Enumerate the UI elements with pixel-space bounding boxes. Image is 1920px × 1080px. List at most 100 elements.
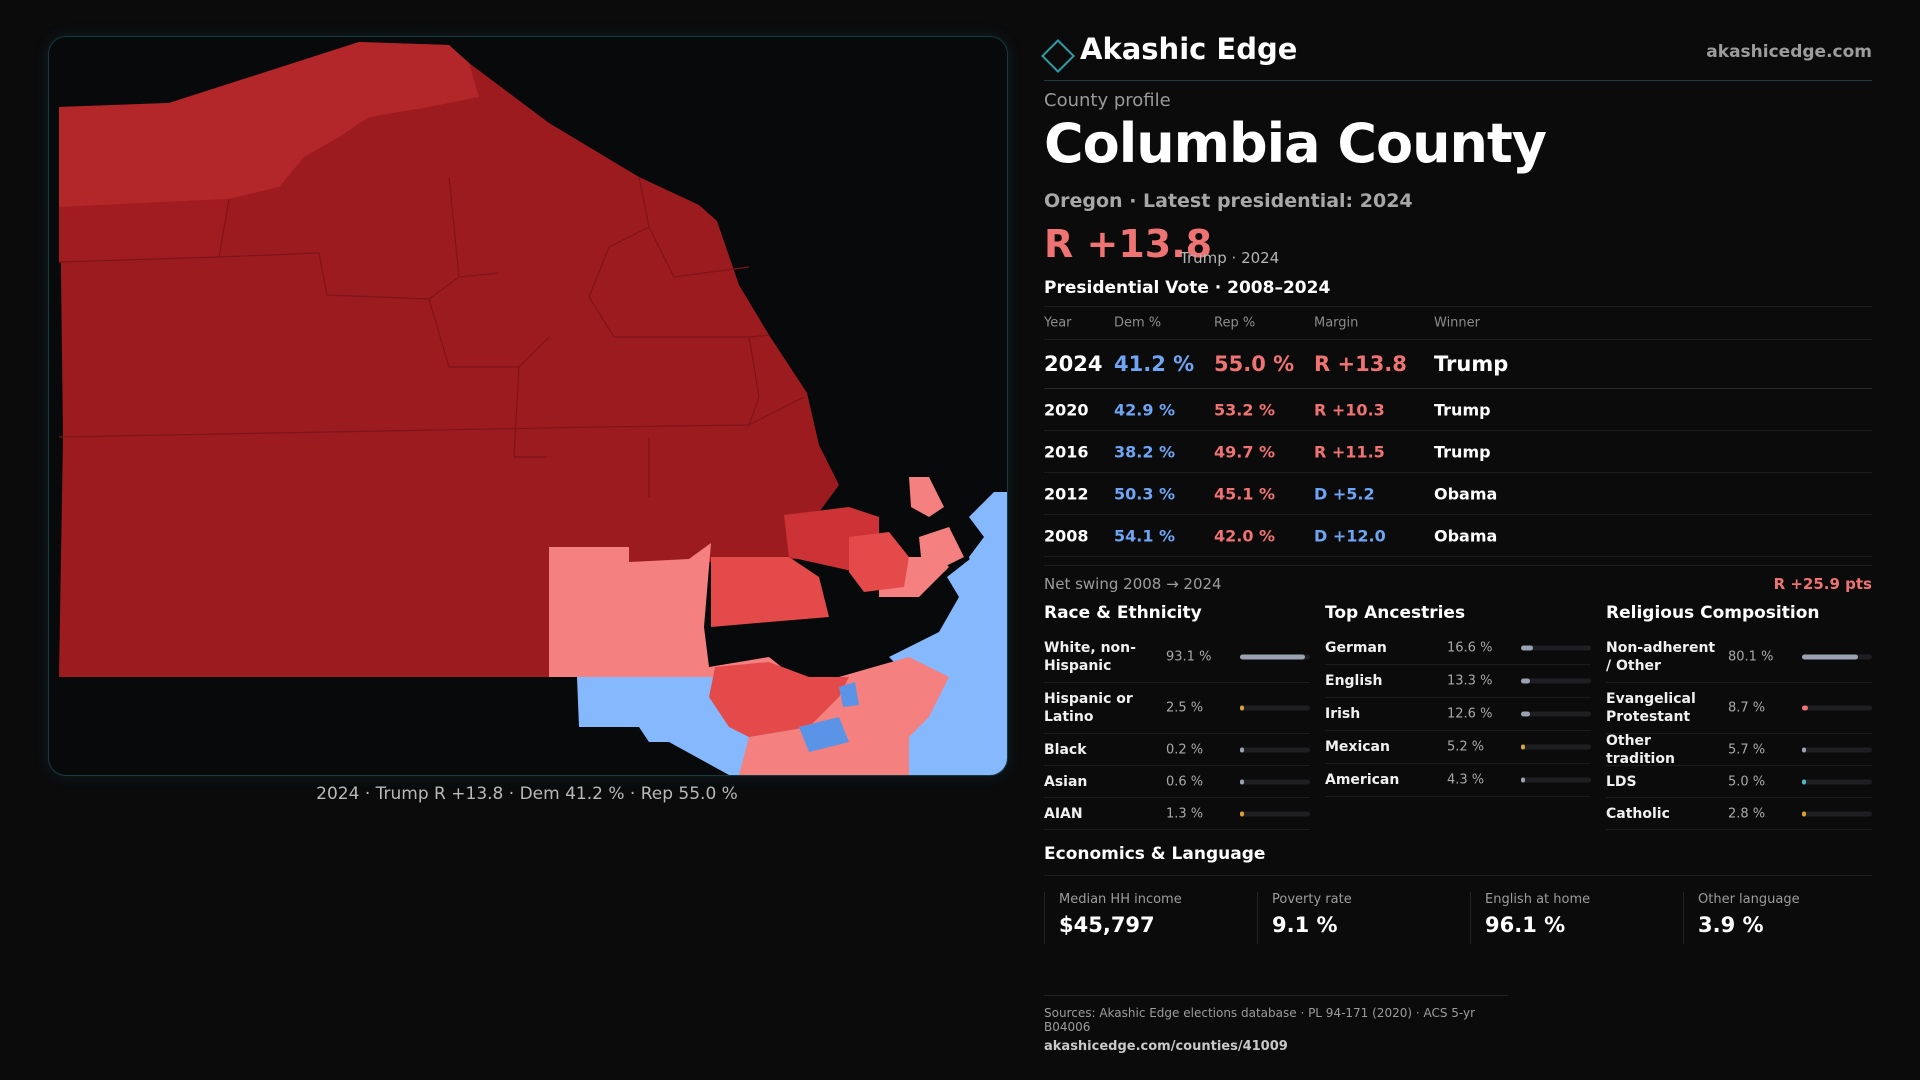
stat-name: English bbox=[1325, 673, 1383, 689]
stat-bar bbox=[1802, 705, 1872, 711]
stat-bar bbox=[1240, 811, 1310, 816]
stat-pct: 13.3 % bbox=[1447, 673, 1493, 689]
list-item: White, non-Hispanic 93.1 % bbox=[1044, 632, 1310, 683]
stat-name: Asian bbox=[1044, 773, 1088, 790]
map-region-east-red-1[interactable] bbox=[849, 532, 909, 592]
headline-margin: R +13.8 bbox=[1044, 222, 1213, 266]
list-item: German 16.6 % bbox=[1325, 632, 1591, 665]
list-item: American 4.3 % bbox=[1325, 764, 1591, 797]
map-region-dem-pocket-1[interactable] bbox=[799, 717, 849, 752]
map-region-north[interactable] bbox=[59, 42, 479, 207]
map-region-south-mid[interactable] bbox=[711, 557, 829, 627]
stat-name: Mexican bbox=[1325, 739, 1390, 755]
sources-footer: Sources: Akashic Edge elections database… bbox=[1044, 995, 1508, 1054]
row-rep: 45.1 % bbox=[1214, 484, 1276, 503]
stat-bar bbox=[1521, 711, 1591, 717]
net-swing-row: Net swing 2008 → 2024 R +25.9 pts bbox=[1044, 565, 1872, 602]
col-margin: Margin bbox=[1314, 315, 1359, 331]
stat-bar-fill bbox=[1240, 705, 1244, 711]
map-region-east-pink-2[interactable] bbox=[919, 527, 964, 567]
stat-name: Hispanic or Latino bbox=[1044, 691, 1133, 725]
map-region-southeast-pink[interactable] bbox=[739, 657, 949, 775]
list-item: Black 0.2 % bbox=[1044, 734, 1310, 766]
kpi-value: $45,797 bbox=[1059, 913, 1155, 937]
stat-bar bbox=[1240, 779, 1310, 784]
row-year: 2016 bbox=[1044, 442, 1089, 461]
stat-name: Catholic bbox=[1606, 805, 1670, 822]
kpi-other-language: Other language 3.9 % bbox=[1683, 892, 1800, 944]
religion-table: Non-adherent / Other 80.1 % Evangelical P… bbox=[1606, 632, 1872, 830]
stat-bar bbox=[1802, 811, 1872, 816]
stat-pct: 5.7 % bbox=[1728, 742, 1766, 757]
stat-bar-fill bbox=[1802, 654, 1858, 660]
row-dem: 42.9 % bbox=[1114, 400, 1176, 419]
map-region-southwest-light[interactable] bbox=[549, 543, 711, 627]
precinct-lines bbox=[58, 176, 805, 497]
stat-name: Non-adherent / Other bbox=[1606, 640, 1716, 674]
col-dem: Dem % bbox=[1114, 315, 1162, 331]
list-item: Asian 0.6 % bbox=[1044, 766, 1310, 798]
ancestry-section-title: Top Ancestries bbox=[1325, 603, 1466, 623]
map-region-south-red[interactable] bbox=[709, 662, 849, 737]
stat-bar bbox=[1521, 645, 1591, 651]
stat-pct: 0.2 % bbox=[1166, 742, 1204, 757]
map-region-west[interactable] bbox=[59, 199, 229, 262]
map-region-east-pink-1[interactable] bbox=[909, 477, 944, 517]
list-item: Mexican 5.2 % bbox=[1325, 731, 1591, 764]
stat-bar-fill bbox=[1240, 811, 1244, 816]
stat-pct: 16.6 % bbox=[1447, 640, 1493, 656]
list-item: Irish 12.6 % bbox=[1325, 698, 1591, 731]
stat-pct: 80.1 % bbox=[1728, 649, 1774, 665]
row-margin: R +11.5 bbox=[1314, 442, 1385, 461]
stat-bar-fill bbox=[1802, 779, 1806, 784]
map-region-dem-pocket-2[interactable] bbox=[839, 682, 859, 707]
brand-name[interactable]: Akashic Edge bbox=[1080, 32, 1298, 66]
row-dem: 41.2 % bbox=[1114, 352, 1195, 376]
stat-bar bbox=[1802, 747, 1872, 752]
stat-name: LDS bbox=[1606, 773, 1637, 790]
stat-pct: 1.3 % bbox=[1166, 806, 1204, 821]
row-year: 2008 bbox=[1044, 526, 1089, 545]
page-title: Columbia County bbox=[1044, 112, 1547, 175]
headline-winner: Trump · 2024 bbox=[1180, 249, 1280, 267]
table-row: 2012 50.3 % 45.1 % D +5.2 Obama bbox=[1044, 473, 1872, 515]
vote-section-title: Presidential Vote · 2008–2024 bbox=[1044, 278, 1331, 298]
col-rep: Rep % bbox=[1214, 315, 1256, 331]
sources-link[interactable]: akashicedge.com/counties/41009 bbox=[1044, 1039, 1288, 1054]
stat-bar-fill bbox=[1240, 779, 1244, 784]
stat-name: American bbox=[1325, 772, 1400, 788]
stat-bar-fill bbox=[1802, 705, 1808, 711]
kpi-label: Median HH income bbox=[1059, 892, 1182, 907]
kpi-poverty: Poverty rate 9.1 % bbox=[1257, 892, 1352, 944]
table-row: 2024 41.2 % 55.0 % R +13.8 Trump bbox=[1044, 340, 1872, 389]
col-year: Year bbox=[1044, 315, 1072, 331]
religion-section-title: Religious Composition bbox=[1606, 603, 1820, 623]
stat-name: Evangelical Protestant bbox=[1606, 691, 1696, 725]
row-year: 2020 bbox=[1044, 400, 1089, 419]
county-map[interactable] bbox=[48, 36, 1008, 776]
map-caption: 2024 · Trump R +13.8 · Dem 41.2 % · Rep … bbox=[316, 784, 738, 804]
map-region-dem-east[interactable] bbox=[969, 492, 1007, 597]
stat-bar bbox=[1240, 654, 1310, 660]
row-rep: 53.2 % bbox=[1214, 400, 1276, 419]
stat-bar-fill bbox=[1521, 711, 1530, 717]
list-item: LDS 5.0 % bbox=[1606, 766, 1872, 798]
stat-name: Other tradition bbox=[1606, 732, 1675, 767]
table-row: 2020 42.9 % 53.2 % R +10.3 Trump bbox=[1044, 389, 1872, 431]
list-item: Other tradition 5.7 % bbox=[1606, 732, 1872, 767]
row-rep: 49.7 % bbox=[1214, 442, 1276, 461]
kpi-label: English at home bbox=[1485, 892, 1591, 907]
kpi-income: Median HH income $45,797 bbox=[1044, 892, 1182, 944]
kpi-value: 96.1 % bbox=[1485, 913, 1566, 937]
stat-name: White, non-Hispanic bbox=[1044, 640, 1136, 674]
race-section-title: Race & Ethnicity bbox=[1044, 603, 1202, 623]
stat-bar bbox=[1240, 705, 1310, 711]
row-margin: D +5.2 bbox=[1314, 484, 1375, 503]
stat-name: Black bbox=[1044, 741, 1087, 758]
col-winner: Winner bbox=[1434, 315, 1481, 331]
vote-table: Year Dem % Rep % Margin Winner 2024 41.2… bbox=[1044, 306, 1872, 557]
site-link[interactable]: akashicedge.com bbox=[1706, 42, 1872, 62]
stat-bar-fill bbox=[1240, 654, 1305, 660]
stat-pct: 5.2 % bbox=[1447, 739, 1485, 755]
map-region-south-light[interactable] bbox=[549, 627, 794, 677]
